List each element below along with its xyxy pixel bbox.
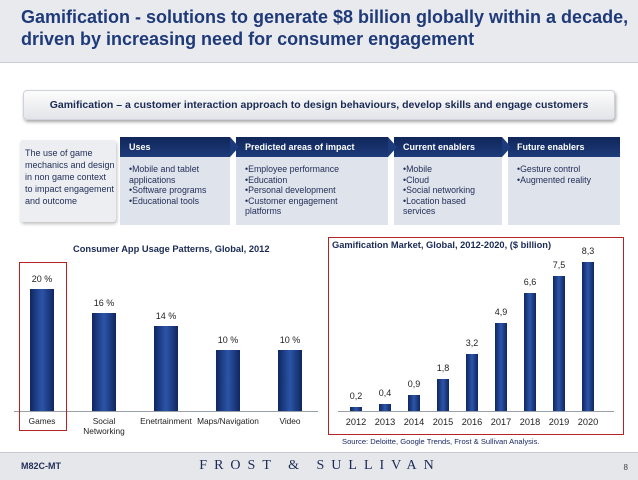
- list-item: •Cloud: [403, 174, 430, 185]
- category-label: Maps/Navigation: [197, 416, 259, 426]
- bar-games: [30, 289, 54, 411]
- category-label: 2017: [490, 417, 512, 427]
- data-label: 4,9: [494, 307, 508, 318]
- bar-enetrtainment: [154, 325, 178, 411]
- category-label: 2020: [577, 417, 599, 427]
- column-list: •Mobile •Cloud •Social networking •Locat…: [394, 157, 502, 217]
- chart-title-usage: Consumer App Usage Patterns, Global, 201…: [73, 244, 270, 254]
- data-label: 8,3: [581, 246, 595, 256]
- list-item: •Educational tools: [129, 195, 200, 206]
- x-axis: [338, 411, 614, 412]
- data-label: 1,8: [436, 362, 450, 373]
- data-label: 20 %: [31, 274, 53, 285]
- list-item: •Customer engagement platforms: [245, 195, 338, 217]
- list-item: •Location based services: [403, 195, 466, 217]
- highlight-box-games: [19, 262, 67, 431]
- column-list: •Gesture control •Augmented reality: [508, 157, 620, 185]
- list-item: •Augmented reality: [517, 174, 591, 185]
- category-label: 2015: [432, 417, 454, 427]
- column-uses: Uses •Mobile and tablet applications •So…: [120, 137, 239, 225]
- intro-box: The use of game mechanics and design in …: [20, 140, 116, 222]
- category-label: Social Networking: [83, 416, 125, 436]
- bar-social-networking: [92, 313, 116, 411]
- column-header: Uses: [120, 137, 239, 157]
- category-label: 2012: [345, 417, 367, 427]
- definition-text: Gamification – a customer interaction ap…: [49, 99, 589, 111]
- bar-maps-navigation: [216, 350, 240, 411]
- list-item: •Education: [245, 174, 288, 185]
- column-impact: Predicted areas of impact •Employee perf…: [236, 137, 397, 225]
- data-label: 7,5: [552, 260, 566, 271]
- column-list: •Employee performance •Education •Person…: [236, 157, 388, 217]
- column-list: •Mobile and tablet applications •Softwar…: [120, 157, 230, 206]
- x-axis: [14, 411, 318, 412]
- list-item: •Personal development: [245, 185, 336, 195]
- column-current-enablers: Current enablers •Mobile •Cloud •Social …: [394, 137, 511, 225]
- category-label: Enetrtainment: [140, 416, 192, 426]
- title-bar: Gamification - solutions to generate $8 …: [0, 0, 638, 63]
- data-label: 3,2: [465, 337, 479, 348]
- column-header: Predicted areas of impact: [236, 137, 397, 157]
- source-note: Source: Deloitte, Google Trends, Frost &…: [342, 437, 540, 446]
- data-label: 0,4: [378, 387, 392, 398]
- category-label: 2016: [461, 417, 483, 427]
- list-item: •Mobile: [403, 164, 432, 174]
- category-label: 2018: [519, 417, 541, 427]
- bar-2017: [495, 323, 507, 411]
- data-label: 6,6: [523, 276, 537, 287]
- list-item: •Mobile and tablet applications: [129, 164, 200, 185]
- category-label: 2014: [403, 417, 425, 427]
- category-label: 2019: [548, 417, 570, 427]
- bar-2012: [350, 407, 362, 411]
- page-title: Gamification - solutions to generate $8 …: [21, 7, 629, 49]
- list-item: •Software programs: [129, 185, 207, 195]
- bar-2015: [437, 378, 449, 411]
- brand-logo: FROST & SULLIVAN: [199, 458, 441, 473]
- data-label: 0,2: [349, 391, 363, 402]
- category-label: 2013: [374, 417, 396, 427]
- footer: M82C-MT FROST & SULLIVAN 8: [0, 452, 638, 480]
- bar-2016: [466, 353, 478, 411]
- data-label: 14 %: [155, 310, 177, 321]
- list-item: •Employee performance: [245, 164, 340, 174]
- category-label: Games: [28, 416, 56, 426]
- list-item: •Gesture control: [517, 164, 581, 174]
- data-label: 10 %: [217, 335, 239, 346]
- bar-2019: [553, 276, 565, 411]
- data-label: 0,9: [407, 378, 421, 389]
- bar-2013: [379, 403, 391, 411]
- data-label: 16 %: [93, 298, 115, 309]
- category-label: Video: [279, 416, 301, 426]
- data-label: 10 %: [279, 335, 301, 346]
- column-header: Future enablers: [508, 137, 620, 157]
- list-item: •Social networking: [403, 185, 476, 195]
- bar-2020: [582, 262, 594, 411]
- slide-code: M82C-MT: [21, 461, 61, 471]
- chart-title-market: Gamification Market, Global, 2012-2020, …: [332, 240, 552, 250]
- column-future-enablers: Future enablers •Gesture control •Augmen…: [508, 137, 620, 225]
- page-number: 8: [623, 463, 628, 472]
- bar-2014: [408, 394, 420, 411]
- market-chart-frame: [328, 237, 624, 435]
- bar-video: [278, 350, 302, 411]
- bar-2018: [524, 292, 536, 411]
- column-header: Current enablers: [394, 137, 511, 157]
- definition-banner: Gamification – a customer interaction ap…: [23, 90, 615, 120]
